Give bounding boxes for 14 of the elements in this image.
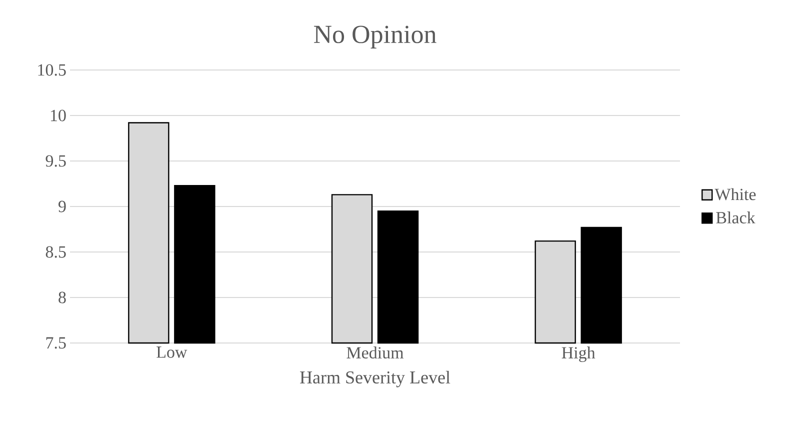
y-tick-label: 7.5 (46, 337, 66, 349)
chart-title: No Opinion (314, 26, 436, 48)
y-tick-label: 8.5 (46, 246, 66, 258)
y-tick-label: 9.5 (46, 155, 66, 167)
y-tick-label: 10 (50, 110, 66, 122)
y-tick-label: 8 (58, 292, 66, 304)
x-axis-title: Harm Severity Level (300, 370, 450, 388)
x-tick-label: High (562, 346, 596, 362)
y-tick-label: 10.5 (38, 64, 66, 76)
x-tick-label: Low (156, 346, 188, 358)
y-tick-label: 9 (58, 200, 66, 212)
x-tick-label: Medium (346, 346, 404, 358)
legend-label: White (714, 188, 756, 200)
legend-label: Black (716, 212, 756, 224)
